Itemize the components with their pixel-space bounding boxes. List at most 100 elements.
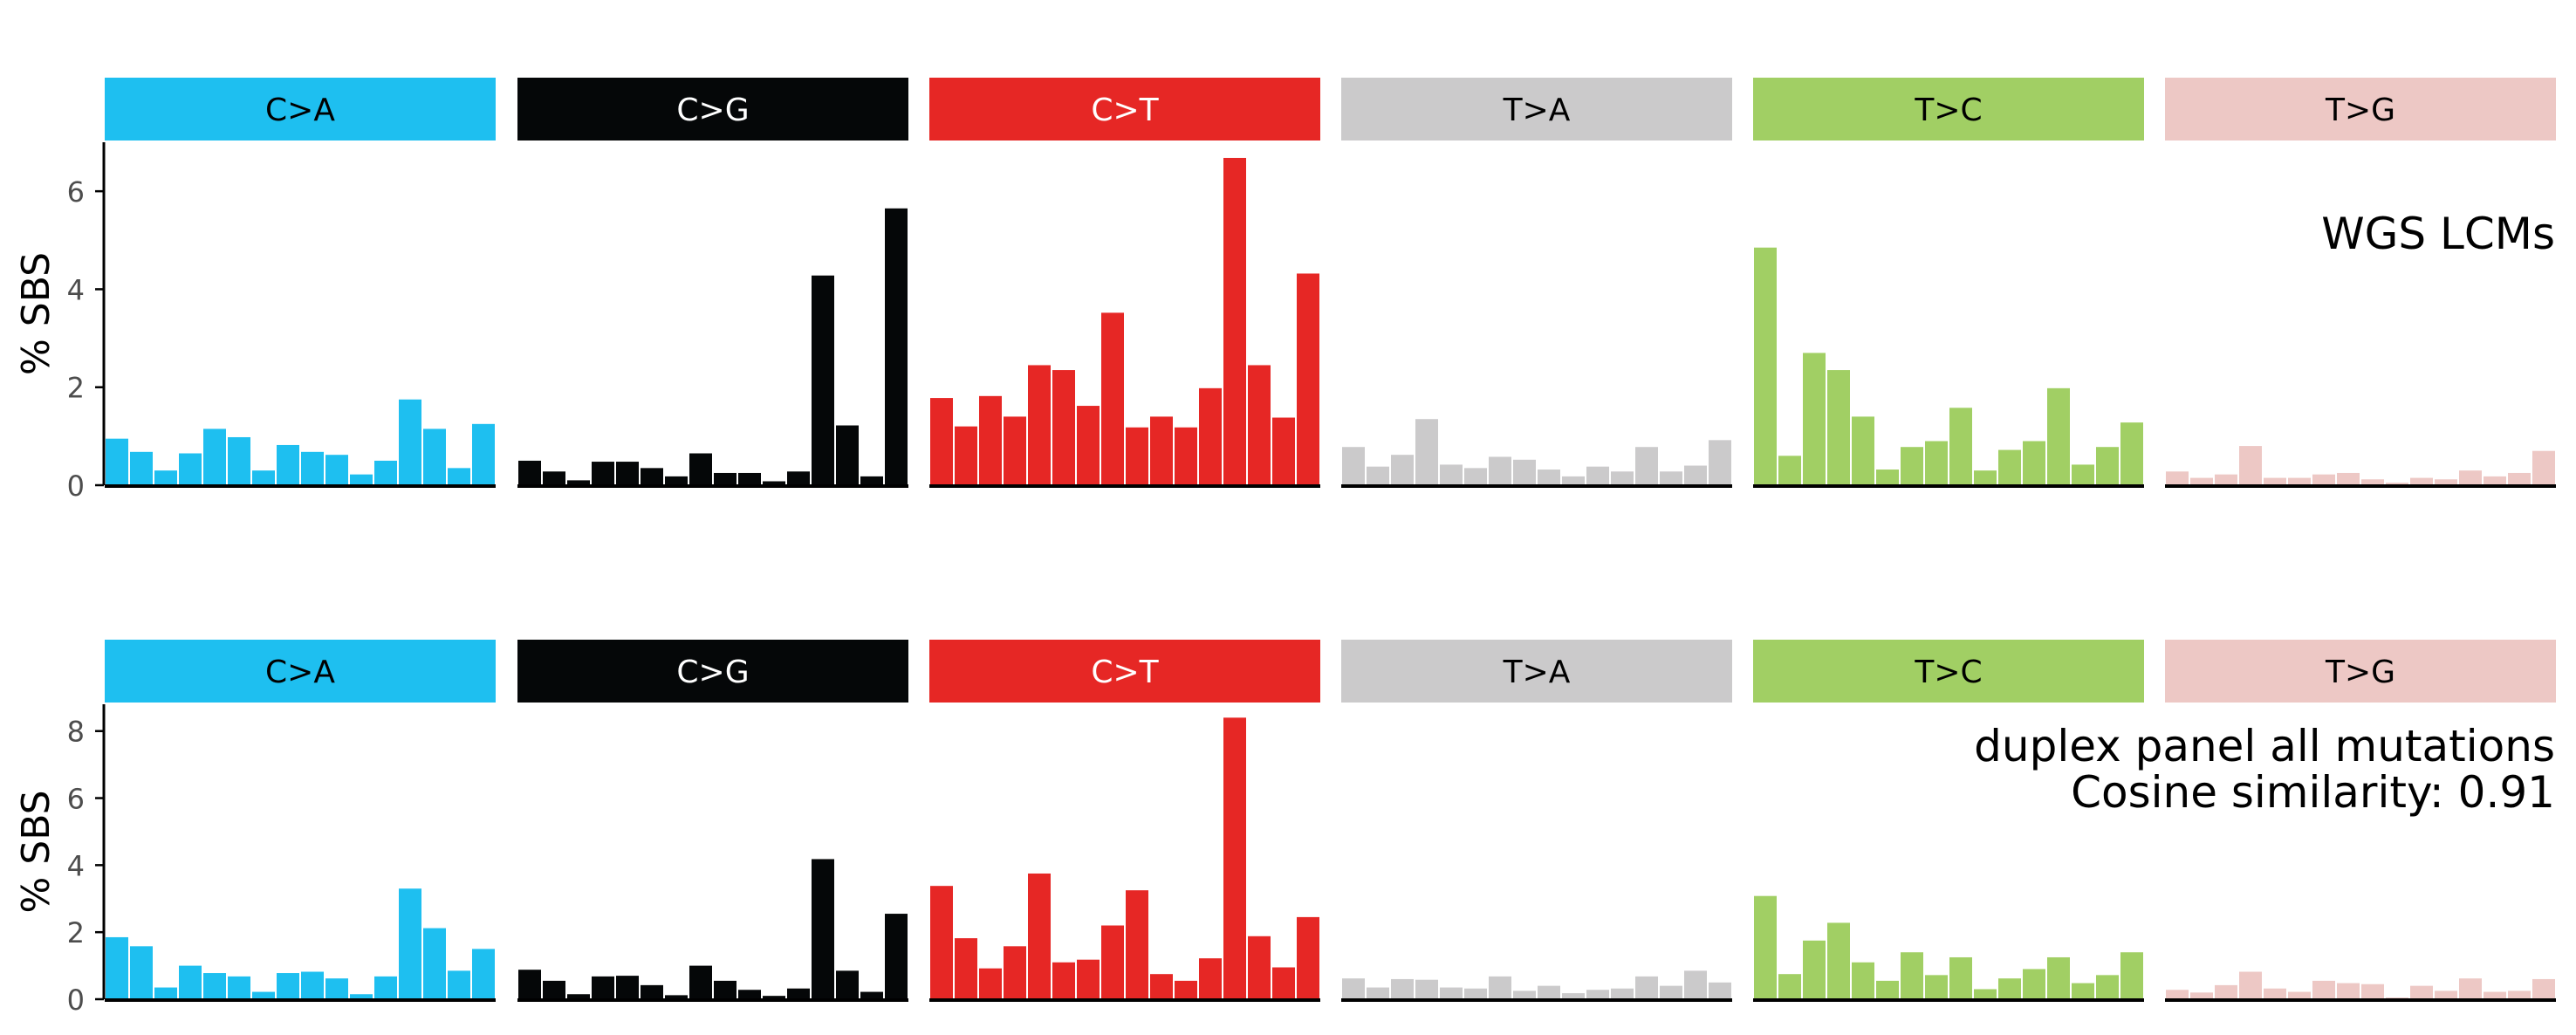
bar bbox=[2190, 992, 2213, 999]
bar bbox=[2312, 474, 2335, 485]
bar bbox=[787, 988, 810, 999]
bar bbox=[1827, 922, 1850, 999]
bar bbox=[2023, 441, 2045, 485]
bar bbox=[665, 995, 688, 999]
bar bbox=[1052, 962, 1075, 999]
bar bbox=[1126, 890, 1148, 999]
bar bbox=[1709, 440, 1731, 485]
bar bbox=[448, 468, 470, 485]
bar bbox=[154, 987, 177, 999]
bar bbox=[1464, 988, 1487, 999]
bar bbox=[2288, 991, 2311, 999]
y-tick-label: 6 bbox=[67, 783, 85, 816]
bar bbox=[2120, 422, 2143, 485]
bar bbox=[472, 423, 495, 485]
bar bbox=[106, 936, 128, 999]
bar bbox=[1175, 427, 1197, 485]
bar bbox=[1513, 459, 1536, 485]
bar bbox=[1562, 476, 1585, 485]
facet-strip-label: C>T bbox=[1091, 655, 1159, 690]
bar bbox=[738, 472, 761, 485]
bar bbox=[2312, 980, 2335, 999]
y-tick-label: 4 bbox=[67, 273, 85, 306]
bar bbox=[763, 481, 785, 485]
bar bbox=[1754, 247, 1777, 485]
facet-strip-label: T>G bbox=[2325, 93, 2395, 128]
facet-strip-TtoG bbox=[2165, 640, 2556, 703]
bar bbox=[1562, 993, 1585, 999]
bar bbox=[2047, 387, 2070, 485]
bar bbox=[1852, 962, 1874, 999]
bar bbox=[2239, 971, 2262, 999]
bar bbox=[1827, 370, 1850, 485]
bar bbox=[252, 470, 275, 485]
bar bbox=[1223, 717, 1246, 999]
bar bbox=[1199, 387, 1222, 485]
bar bbox=[2386, 483, 2408, 485]
bar bbox=[641, 468, 663, 485]
bar bbox=[738, 990, 761, 999]
bar bbox=[836, 425, 859, 485]
panel-annotation: WGS LCMs bbox=[2321, 209, 2555, 259]
bar bbox=[1272, 417, 1295, 485]
bar bbox=[1101, 312, 1124, 485]
bar bbox=[787, 471, 810, 485]
y-tick-label: 6 bbox=[67, 175, 85, 209]
bar bbox=[955, 426, 977, 485]
bar bbox=[860, 991, 883, 999]
bar bbox=[350, 994, 373, 999]
bar bbox=[1367, 466, 1389, 485]
bar bbox=[2047, 956, 2070, 999]
bar bbox=[325, 978, 348, 999]
facet-strip-TtoG bbox=[2165, 78, 2556, 141]
bar bbox=[1538, 985, 1560, 999]
bar bbox=[616, 976, 639, 999]
bar bbox=[1803, 353, 1826, 485]
facet-strip-TtoC bbox=[1753, 78, 2144, 141]
facet-strip-CtoA bbox=[105, 78, 496, 141]
bar bbox=[277, 444, 299, 485]
bar bbox=[1342, 447, 1365, 485]
bar bbox=[350, 474, 373, 485]
bar bbox=[1660, 985, 1682, 999]
bar bbox=[1440, 464, 1463, 485]
bar bbox=[2215, 474, 2237, 485]
bar bbox=[2096, 975, 2119, 999]
bar bbox=[930, 886, 953, 999]
bar bbox=[1150, 416, 1173, 485]
bar bbox=[1440, 987, 1463, 999]
bar bbox=[1150, 974, 1173, 999]
panel-annotation: Cosine similarity: 0.91 bbox=[2071, 767, 2555, 818]
bar bbox=[2072, 983, 2094, 999]
bar bbox=[1754, 895, 1777, 999]
bar bbox=[2166, 471, 2189, 485]
bar bbox=[1974, 470, 1997, 485]
bar bbox=[2215, 984, 2237, 999]
bar bbox=[641, 984, 663, 999]
bar bbox=[2484, 991, 2506, 999]
bar bbox=[665, 476, 688, 485]
bar bbox=[1248, 365, 1271, 485]
bar bbox=[2508, 990, 2531, 999]
bar bbox=[1052, 370, 1075, 485]
bar bbox=[2337, 983, 2360, 999]
bar bbox=[130, 946, 153, 999]
facet-strip-label: C>G bbox=[676, 655, 749, 690]
bar bbox=[714, 472, 736, 485]
bar bbox=[2459, 470, 2482, 485]
bar bbox=[930, 398, 953, 485]
bar bbox=[763, 996, 785, 999]
bar bbox=[2410, 477, 2433, 485]
bar bbox=[1974, 989, 1997, 999]
bar bbox=[1998, 449, 2021, 485]
facet-strip-TtoA bbox=[1341, 78, 1732, 141]
bar bbox=[1489, 976, 1511, 999]
bar bbox=[1513, 990, 1536, 999]
bar bbox=[567, 480, 590, 485]
bar bbox=[1367, 987, 1389, 999]
bar bbox=[228, 436, 250, 485]
bar bbox=[2096, 447, 2119, 485]
bar bbox=[2120, 952, 2143, 999]
